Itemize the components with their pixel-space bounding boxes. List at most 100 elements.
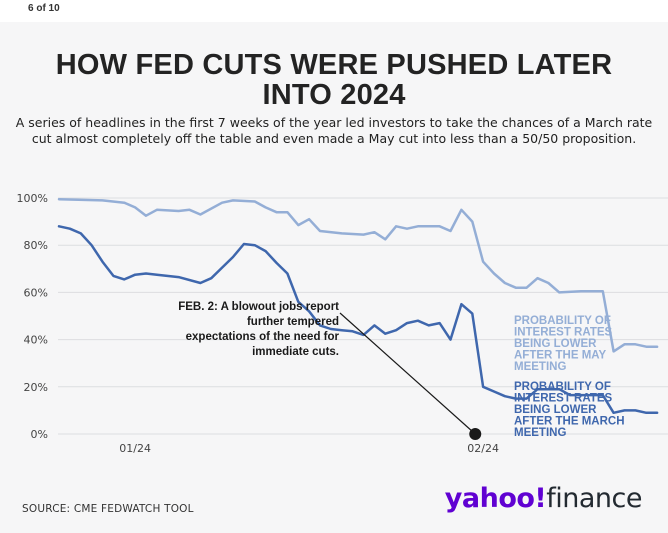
annotation-marker — [469, 428, 482, 440]
data-point — [612, 350, 615, 353]
data-point — [438, 322, 441, 324]
series-label-line: INTEREST RATES — [514, 327, 613, 339]
page-title: HOW FED CUTS WERE PUSHED LATER INTO 2024 — [55, 49, 613, 111]
x-tick-label: 02/24 — [467, 442, 499, 455]
data-point — [101, 260, 104, 263]
data-point — [460, 303, 463, 306]
data-point — [449, 338, 452, 341]
data-point — [427, 324, 430, 327]
logo-finance-text: finance — [546, 483, 642, 514]
data-point — [101, 199, 104, 202]
data-point — [514, 286, 517, 289]
data-point — [536, 277, 539, 280]
data-point — [264, 250, 267, 252]
data-point — [351, 330, 354, 333]
data-point — [471, 312, 474, 315]
data-point — [156, 273, 158, 276]
series-label-may: PROBABILITY OF INTEREST RATES BEING LOWER A… — [514, 315, 613, 373]
data-point — [384, 332, 387, 335]
data-point — [112, 275, 115, 277]
data-point — [406, 227, 408, 230]
data-point — [232, 199, 234, 202]
data-point — [145, 214, 147, 217]
data-point — [580, 290, 582, 293]
y-tick-label: 40% — [24, 334, 48, 347]
data-point — [558, 291, 561, 294]
data-point — [536, 388, 539, 390]
series-label-line: PROBABILITY OF — [514, 381, 611, 393]
series-label-line: AFTER THE MARCH — [514, 416, 625, 428]
data-point — [547, 282, 550, 284]
data-point — [504, 395, 506, 398]
top-bar: 6 of 10 — [0, 0, 668, 22]
data-point — [569, 394, 571, 396]
data-point — [417, 319, 419, 322]
data-point — [90, 244, 93, 246]
series-label-line: BEING LOWER — [514, 338, 597, 350]
annotation-line: immediate cuts. — [252, 346, 339, 358]
data-point — [493, 390, 495, 393]
data-point — [221, 201, 223, 204]
data-point — [319, 230, 321, 232]
data-point — [547, 388, 550, 390]
data-point — [634, 343, 637, 346]
data-point — [623, 409, 626, 412]
data-point — [134, 206, 136, 209]
annotation-leader-line — [339, 312, 476, 435]
data-point — [199, 213, 202, 216]
data-point — [514, 397, 517, 400]
data-point — [330, 328, 332, 330]
page-counter: 6 of 10 — [28, 3, 60, 14]
data-point — [460, 209, 463, 211]
yahoo-finance-logo: yahoo!finance — [444, 483, 643, 514]
series-label-line: BEING LOWER — [514, 404, 597, 416]
data-point — [558, 388, 561, 390]
data-point — [210, 277, 213, 280]
data-point — [406, 322, 408, 324]
data-point — [656, 411, 658, 414]
data-point — [373, 231, 376, 234]
data-point — [384, 238, 387, 241]
data-point — [177, 210, 180, 212]
data-point — [156, 209, 158, 211]
source-note: SOURCE: CME FEDWATCH TOOL — [22, 503, 194, 515]
data-point — [69, 227, 71, 230]
series-label-line: PROBABILITY OF — [514, 315, 611, 327]
logo-yahoo-text: yahoo! — [444, 483, 547, 514]
data-point — [308, 218, 310, 221]
data-point — [438, 225, 441, 228]
data-point — [297, 301, 300, 303]
data-point — [417, 225, 419, 228]
data-point — [123, 278, 126, 281]
data-point — [591, 290, 593, 293]
data-point — [319, 324, 321, 327]
annotation-line: expectations of the need for — [186, 331, 340, 343]
data-point — [373, 324, 376, 327]
data-point — [482, 260, 484, 263]
data-point — [123, 201, 126, 204]
data-point — [525, 397, 528, 400]
data-point — [656, 345, 658, 348]
data-point — [493, 272, 495, 275]
data-point — [177, 276, 180, 278]
data-point — [340, 329, 343, 331]
y-tick-label: 80% — [24, 239, 48, 252]
data-point — [58, 198, 60, 200]
data-point — [634, 409, 637, 412]
data-point — [645, 411, 648, 414]
data-point — [471, 220, 474, 223]
data-point — [623, 343, 626, 346]
line-chart: 0% 20% 40% 60% 80% 100% 01/24 02/24 PROBABILITY … — [17, 192, 668, 455]
data-point — [362, 233, 365, 236]
data-point — [601, 394, 604, 396]
annotation-line: FEB. 2: A blowout jobs report — [178, 301, 339, 313]
annotation-text: FEB. 2: A blowout jobs report further tem… — [178, 301, 339, 358]
data-point — [286, 272, 289, 275]
series-label-line: MEETING — [514, 361, 566, 373]
data-point — [297, 224, 300, 226]
y-tick-label: 100% — [17, 192, 48, 205]
data-point — [601, 290, 604, 293]
data-point — [340, 232, 343, 235]
data-point — [243, 243, 245, 245]
series-label-line: INTEREST RATES — [514, 393, 613, 405]
